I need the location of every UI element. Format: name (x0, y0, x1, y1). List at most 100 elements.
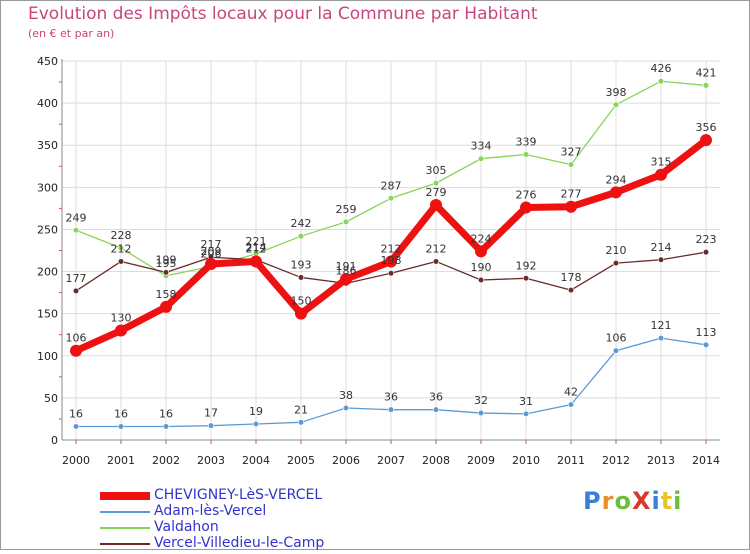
x-tick-label: 2009 (467, 454, 495, 467)
data-point (612, 101, 620, 108)
data-label: 158 (156, 288, 177, 301)
data-label: 212 (246, 242, 267, 255)
data-label: 214 (246, 241, 267, 254)
axes: 0 50 100 150 200 250 300 350 400 450 2000 2001 2002 2… (37, 55, 720, 467)
data-label: 121 (651, 319, 672, 332)
legend-swatch (100, 511, 150, 513)
series (70, 78, 712, 430)
data-label: 287 (381, 179, 402, 192)
data-point (477, 276, 485, 284)
data-point (567, 401, 575, 408)
data-label: 32 (474, 394, 488, 407)
y-tick-label: 250 (37, 223, 58, 236)
y-tick-label: 400 (37, 97, 58, 110)
data-label: 31 (519, 395, 533, 408)
data-point (612, 260, 620, 267)
data-point (700, 134, 712, 147)
data-label: 224 (471, 232, 492, 245)
data-point (657, 334, 665, 342)
data-point (567, 161, 575, 168)
data-point (250, 255, 262, 268)
data-point (117, 423, 125, 430)
proxiti-logo: ProXiti (583, 487, 683, 515)
data-label: 195 (156, 257, 177, 270)
legend-label: Adam-lès-Vercel (154, 503, 267, 519)
data-label: 212 (426, 242, 447, 255)
data-point (205, 257, 217, 270)
data-point (117, 258, 125, 265)
data-label: 212 (381, 242, 402, 255)
data-point (565, 200, 577, 213)
data-label: 334 (471, 140, 492, 153)
data-point (522, 410, 530, 417)
data-label: 16 (69, 408, 83, 421)
data-point (160, 300, 172, 313)
data-point (72, 287, 80, 295)
data-label: 398 (606, 86, 627, 99)
data-point (295, 307, 307, 320)
data-label: 192 (516, 259, 537, 272)
data-label: 421 (696, 66, 717, 79)
x-tick-label: 2000 (62, 454, 90, 467)
data-label: 209 (201, 245, 222, 258)
data-label: 277 (561, 188, 582, 201)
legend-swatch (100, 543, 150, 545)
chart-subtitle: (en € et par an) (28, 27, 115, 40)
x-tick-label: 2013 (647, 454, 675, 467)
x-tick-label: 2011 (557, 454, 585, 467)
data-label: 294 (606, 173, 627, 186)
y-tick-label: 450 (37, 55, 58, 68)
x-tick-label: 2006 (332, 454, 360, 467)
data-label: 221 (246, 235, 267, 248)
data-label: 259 (336, 203, 357, 216)
data-label: 16 (159, 408, 173, 421)
data-point (522, 275, 530, 282)
data-point (657, 78, 665, 85)
data-label: 249 (66, 211, 87, 224)
data-label: 198 (381, 254, 402, 267)
x-tick-label: 2012 (602, 454, 630, 467)
data-label: 113 (696, 326, 717, 339)
data-point (432, 180, 440, 187)
data-label: 150 (291, 295, 312, 308)
data-point (612, 347, 620, 354)
data-label: 223 (696, 233, 717, 246)
data-point (475, 245, 487, 258)
data-label: 217 (201, 238, 222, 251)
y-tick-label: 300 (37, 181, 58, 194)
y-tick-label: 0 (51, 434, 58, 447)
legend-swatch (100, 527, 150, 529)
data-label: 193 (291, 258, 312, 271)
data-label: 177 (66, 272, 87, 285)
data-label: 17 (204, 407, 218, 420)
y-tick-label: 350 (37, 139, 58, 152)
data-point (387, 406, 395, 413)
data-label: 21 (294, 403, 308, 416)
data-label: 36 (429, 391, 443, 404)
data-point (297, 233, 305, 240)
x-tick-label: 2003 (197, 454, 225, 467)
x-tick-label: 2002 (152, 454, 180, 467)
data-point (477, 155, 485, 162)
legend-label: Valdahon (154, 519, 219, 535)
y-tick-label: 150 (37, 308, 58, 321)
data-point (207, 422, 215, 429)
data-label: 190 (471, 261, 492, 274)
data-point (340, 273, 352, 286)
data-label: 242 (291, 217, 312, 230)
data-label: 42 (564, 386, 578, 399)
data-label: 210 (606, 244, 627, 257)
data-point (70, 344, 82, 357)
data-label: 130 (111, 312, 132, 325)
data-label: 178 (561, 271, 582, 284)
data-point (520, 201, 532, 214)
data-label: 315 (651, 156, 672, 169)
data-point (432, 258, 440, 265)
data-point (342, 218, 350, 225)
data-label: 228 (111, 229, 132, 242)
data-point (342, 404, 350, 412)
data-point (655, 168, 667, 181)
data-point (432, 406, 440, 413)
data-point (385, 255, 397, 268)
